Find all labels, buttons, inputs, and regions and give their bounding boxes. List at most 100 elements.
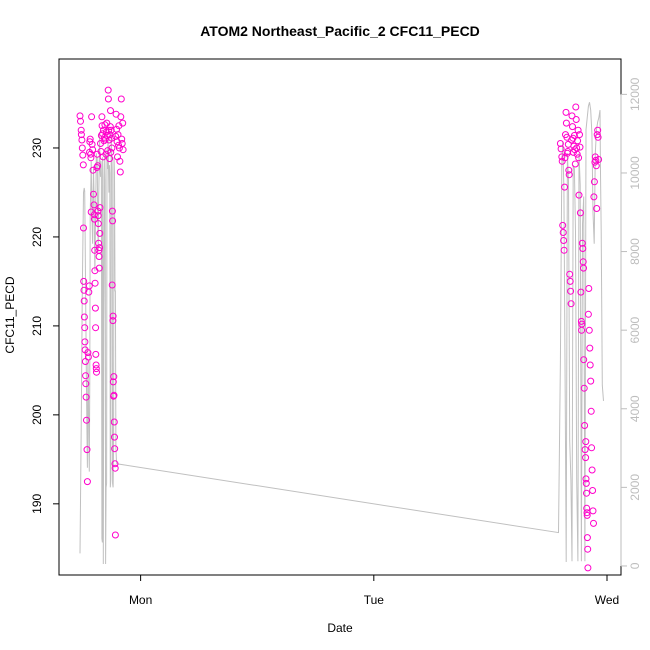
data-point (584, 310, 592, 318)
data-point (78, 136, 86, 144)
data-point (90, 211, 98, 219)
data-point (590, 178, 598, 186)
x-tick-label: Tue (364, 593, 385, 607)
data-point (83, 478, 91, 486)
y2-tick-label: 10000 (628, 156, 642, 190)
data-point (94, 207, 102, 215)
data-point (558, 153, 566, 161)
x-tick-label: Mon (129, 593, 152, 607)
data-point (95, 253, 103, 260)
data-point (109, 217, 117, 225)
data-point (580, 356, 588, 364)
right-axis-series-line-group (79, 102, 604, 565)
data-point (571, 160, 579, 168)
data-point (105, 126, 113, 134)
data-point (587, 407, 595, 415)
data-point (584, 545, 592, 553)
data-point (585, 326, 593, 334)
data-point (110, 373, 118, 381)
data-point (77, 117, 84, 125)
data-point (579, 245, 587, 252)
data-point (79, 161, 87, 169)
data-point (110, 391, 118, 399)
data-point (91, 279, 99, 287)
data-point (593, 205, 601, 212)
data-point (560, 246, 568, 254)
data-point (96, 244, 104, 252)
data-point (575, 191, 583, 199)
data-point (581, 446, 589, 454)
data-point (95, 239, 103, 247)
data-point (95, 264, 103, 272)
data-point (81, 324, 89, 332)
data-point (77, 131, 85, 139)
data-point (93, 368, 100, 376)
data-point (114, 131, 122, 139)
data-point (80, 224, 87, 232)
data-point (117, 113, 125, 121)
data-point (80, 297, 88, 305)
data-point (595, 156, 603, 163)
data-point (576, 143, 584, 151)
data-point (557, 145, 565, 153)
data-point (100, 137, 108, 145)
series-line (79, 102, 604, 565)
data-point (590, 519, 597, 527)
data-point (569, 123, 576, 131)
data-point (110, 418, 118, 426)
data-point (80, 286, 88, 294)
data-point (592, 162, 600, 170)
y-tick-label: 210 (30, 316, 44, 336)
y-tick-label: 190 (30, 493, 44, 513)
data-point (106, 123, 114, 131)
data-point (560, 237, 568, 244)
data-point (108, 207, 116, 215)
data-point (82, 393, 90, 401)
data-point (79, 151, 87, 159)
data-point (80, 277, 88, 285)
data-point (117, 95, 125, 103)
data-point (88, 113, 96, 121)
data-point (567, 300, 575, 308)
data-point (109, 317, 117, 325)
data-point (570, 132, 578, 139)
data-point (84, 349, 92, 357)
data-point (111, 464, 119, 472)
y2-tick-label: 12000 (628, 77, 642, 111)
data-point (109, 378, 117, 386)
data-point (566, 270, 574, 278)
data-point (565, 171, 573, 179)
data-point (109, 312, 117, 320)
data-point (84, 353, 92, 361)
data-point (578, 320, 586, 328)
data-point (562, 108, 570, 116)
data-point (574, 137, 582, 145)
data-point (90, 190, 97, 198)
data-point (92, 365, 100, 373)
data-point (89, 146, 97, 154)
data-point (80, 313, 88, 321)
y2-tick-label: 8000 (628, 238, 642, 265)
data-point (103, 119, 111, 127)
data-point (577, 288, 585, 296)
y-tick-label: 200 (30, 405, 44, 425)
data-point (582, 454, 590, 462)
data-point (559, 221, 567, 229)
y-axis-right: 0 2000 4000 6000 8000 10000 12000 (620, 77, 642, 569)
data-point (94, 220, 102, 228)
data-point (82, 372, 90, 380)
data-point (90, 201, 98, 209)
data-point (85, 282, 93, 290)
data-point (116, 168, 124, 176)
data-point (118, 135, 126, 143)
y-axis-left: 190 200 210 220 230 (30, 138, 60, 514)
data-point (108, 134, 116, 142)
data-point (88, 140, 96, 148)
data-point (108, 144, 116, 152)
y-tick-label: 220 (30, 227, 44, 247)
data-point (562, 119, 570, 127)
y-tick-label: 230 (30, 138, 44, 158)
data-point (99, 130, 107, 138)
data-point (111, 460, 119, 468)
